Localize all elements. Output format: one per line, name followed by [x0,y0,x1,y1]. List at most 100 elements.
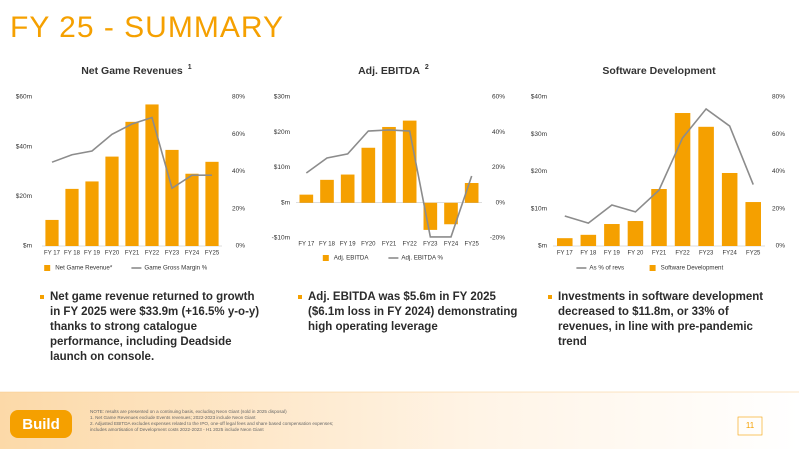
y-tick-label: $20m [16,193,32,200]
y2-tick-label: 40% [492,129,505,136]
line [51,116,212,190]
y-tick-label: $m [281,199,290,206]
slide-title: FY 25 - SUMMARY [10,11,284,44]
bar [745,202,761,246]
y-tick-label: $20m [274,129,290,136]
x-tick-label: FY21 [125,251,140,257]
y2-tick-label: 60% [232,131,245,138]
x-tick-label: FY 19 [340,242,357,248]
bar [361,147,376,203]
line [305,129,473,238]
x-tick-label: FY23 [423,242,438,248]
x-tick-label: FY25 [205,251,220,257]
x-tick-label: FY24 [722,251,737,257]
bar [721,172,738,246]
legend-label: Net Game Revenue* [55,265,113,272]
x-tick-label: FY20 [105,251,120,257]
footnote: includes amortisation of Development cos… [90,427,264,432]
x-tick-label: FY20 [361,242,376,248]
y2-tick-label: 20% [492,164,505,171]
bar [165,149,179,246]
x-tick-label: FY 19 [604,251,621,257]
x-tick-label: FY 20 [627,251,644,257]
bar [125,121,139,246]
y2-tick-label: 0% [496,199,506,206]
logo: Build [22,416,60,433]
x-tick-label: FY 18 [319,242,336,248]
page-number-box [737,416,763,436]
y-tick-label: $40m [16,143,32,150]
chart-title: Software Development [602,65,716,77]
legend-label: Software Development [661,265,724,272]
bar [145,104,159,246]
y2-tick-label: 40% [232,168,245,175]
logo-badge [10,410,72,438]
y-tick-label: $m [23,243,32,250]
bar [651,189,667,246]
legend-label: Game Gross Margin % [144,265,207,272]
x-tick-label: FY22 [675,251,690,257]
bar [45,219,59,246]
bar [698,126,714,246]
bar [444,202,458,225]
line [564,107,754,224]
bullet: Net game revenue returned to growth in F… [40,290,260,365]
legend-label: Adj. EBITDA [334,255,370,262]
legend-swatch [44,265,51,271]
x-tick-label: FY22 [145,251,160,257]
chart-title: Net Game Revenues [81,65,183,77]
bar [402,120,417,203]
y-tick-label: -$10m [272,235,290,242]
y-tick-label: $30m [274,94,290,101]
bar [105,156,119,246]
bullet: Adj. EBITDA was $5.6m in FY 2025 ($6.1m … [298,290,518,335]
x-tick-label: FY23 [165,251,180,257]
x-tick-label: FY25 [746,251,761,257]
x-tick-label: FY24 [444,242,459,248]
page-number: 11 [746,421,755,430]
y2-tick-label: 60% [772,131,785,138]
x-tick-label: FY21 [382,242,397,248]
x-tick-label: FY25 [464,242,479,248]
bar [205,161,219,246]
y-tick-label: $10m [274,164,290,171]
footnote: NOTE: results are presented on a continu… [90,409,287,414]
y2-tick-label: 40% [772,168,785,175]
y-tick-label: $m [538,243,547,250]
x-tick-label: FY 19 [84,251,101,257]
x-tick-label: FY22 [402,242,417,248]
bar [185,173,199,246]
y-tick-label: $60m [16,94,32,101]
bar [299,194,314,203]
footnote: 2. Adjusted EBITDA excludes expenses rel… [90,421,333,426]
bar [627,221,644,246]
chart-title-note: 2 [425,64,429,71]
bar [65,188,79,246]
y2-tick-label: 60% [492,94,505,101]
legend-label: As % of revs [589,265,624,272]
bar [604,224,620,246]
bullet: Investments in software development decr… [548,290,768,350]
y2-tick-label: 80% [772,94,785,101]
x-tick-label: FY 18 [64,251,81,257]
x-tick-label: FY 17 [44,251,61,257]
bar [557,238,573,246]
footer-band [0,392,799,449]
legend-swatch [649,265,656,271]
bar [340,174,355,203]
y2-tick-label: 0% [776,243,786,250]
bar [85,181,99,246]
x-tick-label: FY 17 [557,251,574,257]
chart-title-note: 1 [188,64,192,71]
footnote: 1. Net Game Revenues exclude Events reve… [90,415,256,420]
bar [580,234,597,246]
bar [382,126,396,203]
bar [320,179,334,203]
y-tick-label: $40m [531,94,547,101]
y2-tick-label: 80% [232,94,245,101]
y-tick-label: $20m [531,168,547,175]
y-tick-label: $10m [531,205,547,212]
x-tick-label: FY21 [652,251,667,257]
